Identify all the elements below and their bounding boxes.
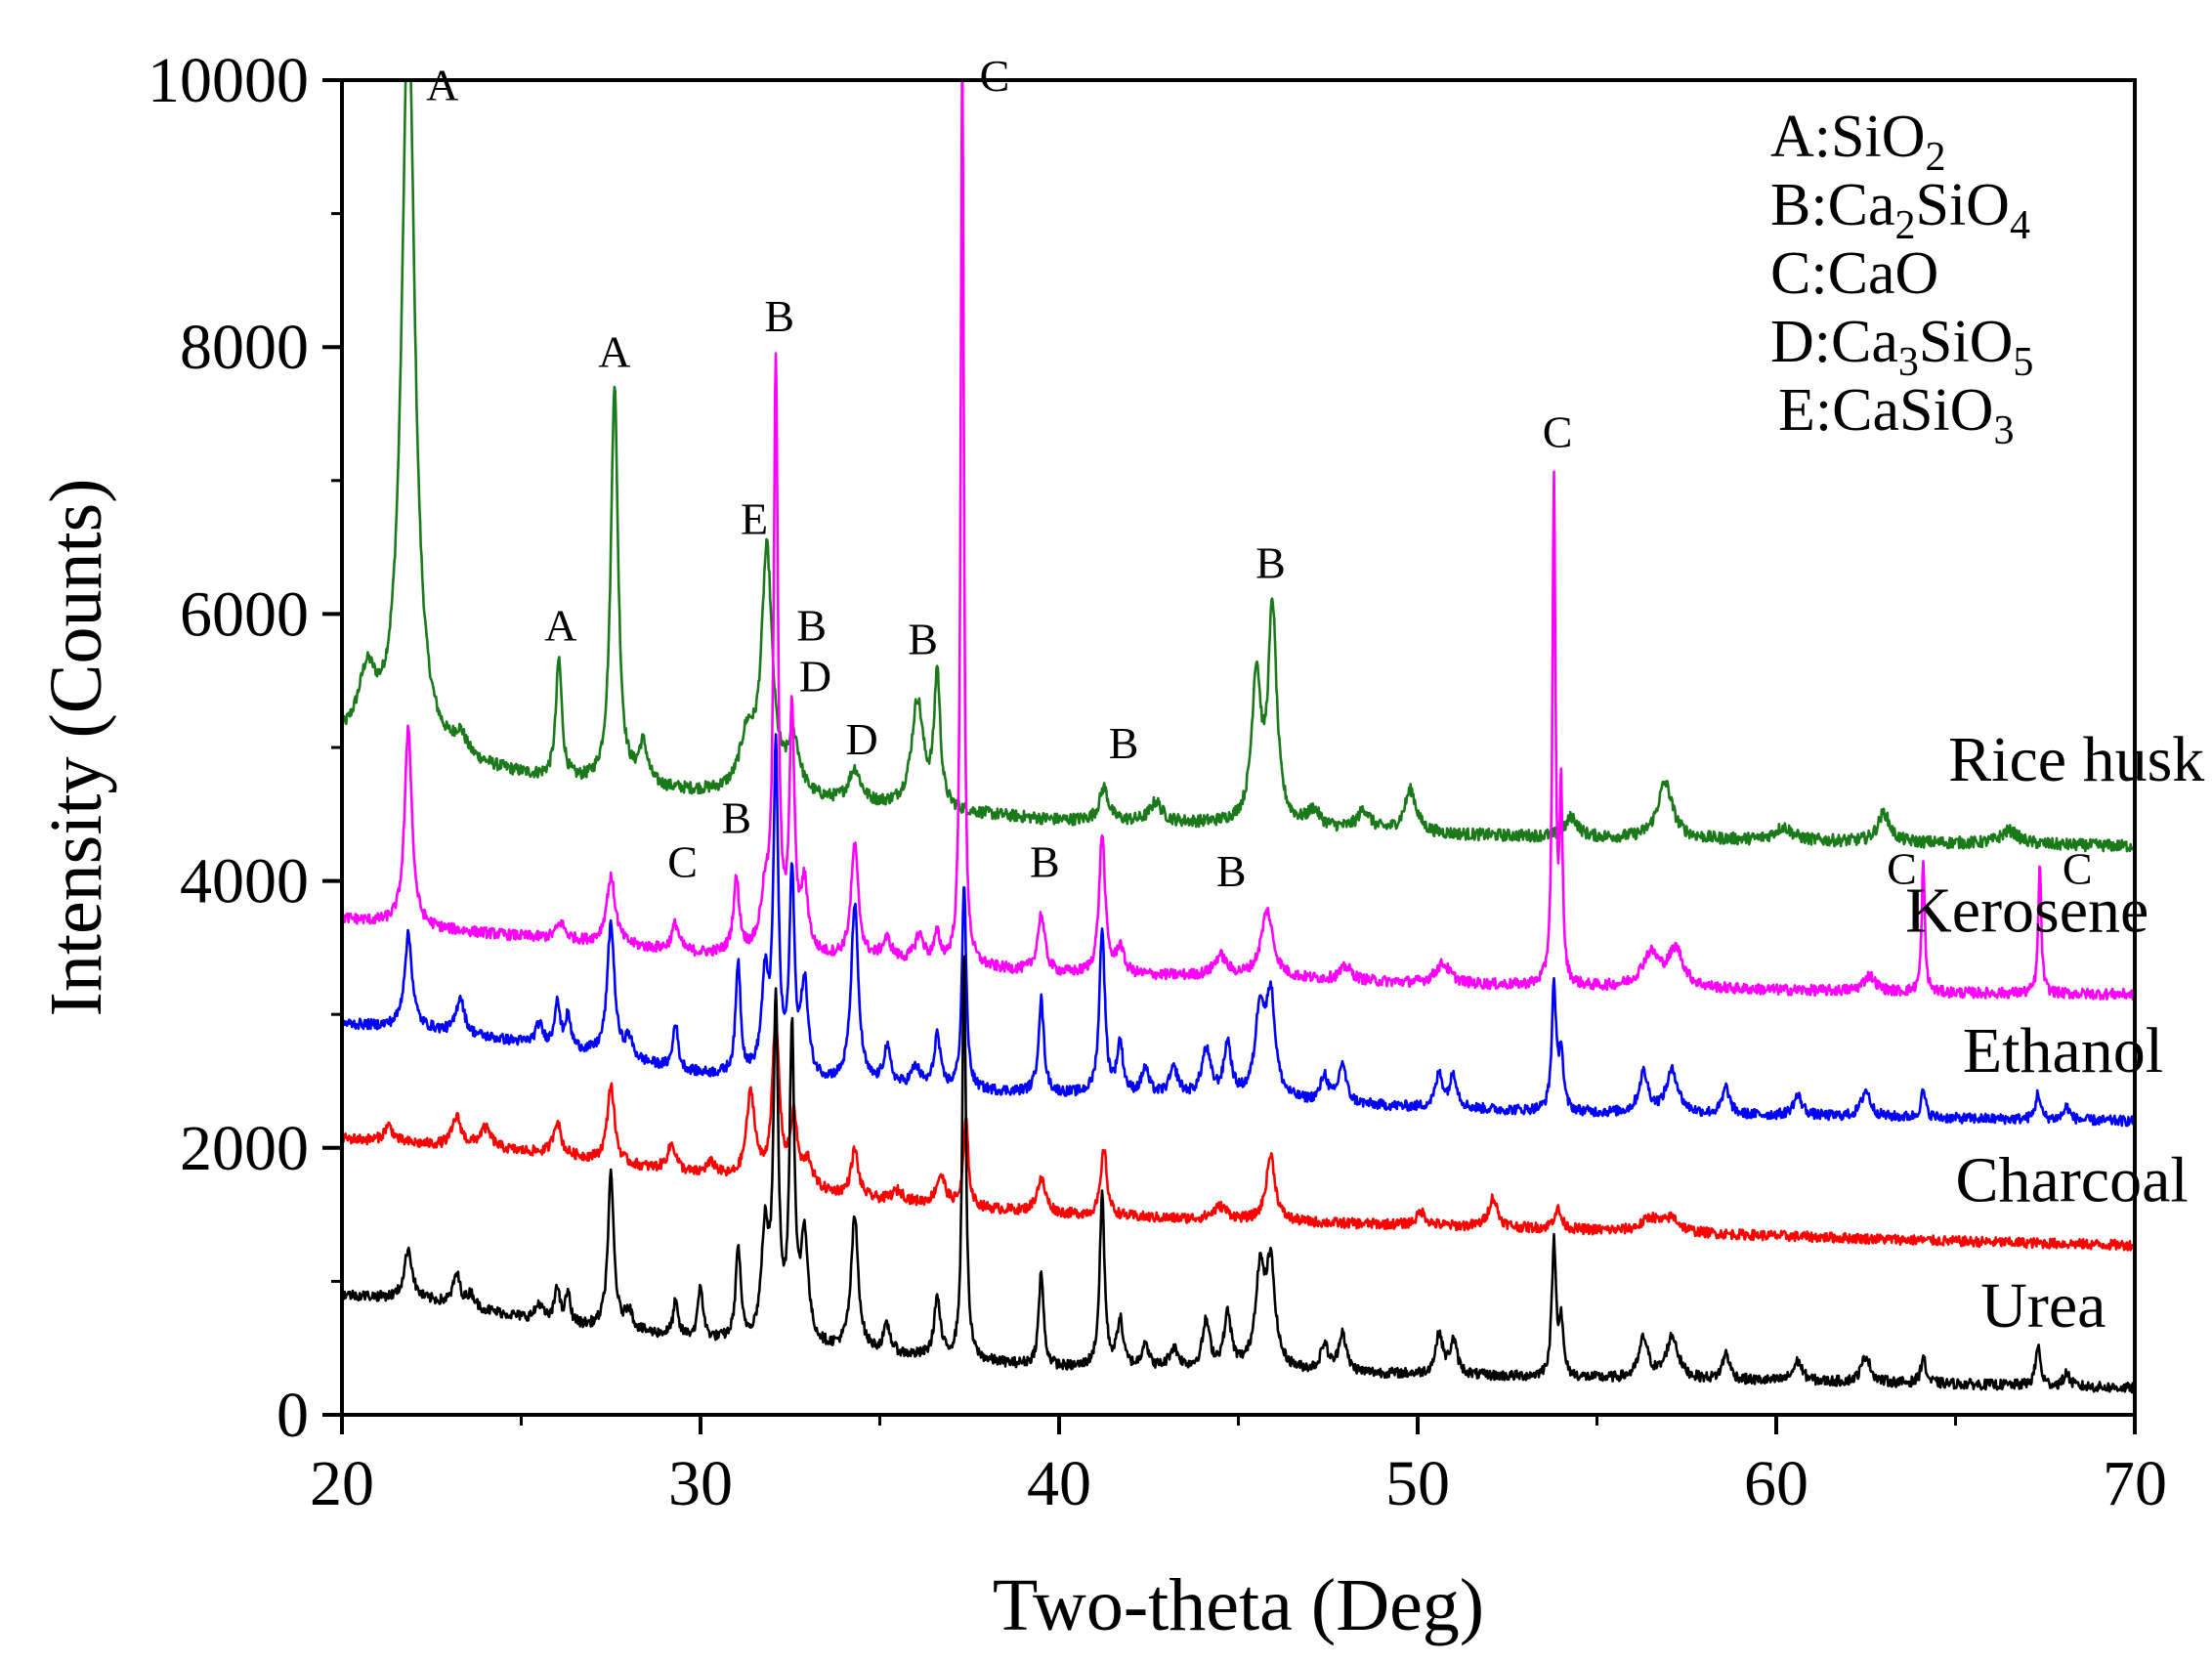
y-tick-label: 0: [276, 1380, 309, 1451]
legend-entry-d: D:Ca3SiO5: [1770, 309, 2033, 385]
y-axis-title: Intensity (Counts): [35, 479, 117, 1017]
peak-label: A: [426, 60, 458, 109]
series-line-kerosene: [342, 80, 2135, 1001]
series-line-ethanol: [342, 733, 2135, 1128]
legend-entry-b: B:Ca2SiO4: [1770, 172, 2030, 248]
legend-entry-a: A:SiO2: [1770, 104, 1946, 180]
series-label-layer: Rice husk Kerosene Ethanol Charcoal Urea: [1905, 724, 2204, 1342]
peak-label: C: [980, 51, 1010, 101]
x-tick-label: 20: [310, 1448, 374, 1519]
peak-label: B: [721, 792, 751, 842]
series-label-urea: Urea: [1980, 1270, 2106, 1342]
x-tick-label: 70: [2103, 1448, 2167, 1519]
tick-layer: 20 30 40 50 60 70 0 2000 4000 6000 8000 10000: [148, 45, 2167, 1519]
peak-label: C: [1887, 843, 1917, 893]
peak-label: B: [1216, 846, 1247, 896]
peak-label: D: [799, 652, 831, 702]
y-tick-label: 8000: [180, 312, 309, 383]
peak-label: B: [908, 614, 938, 663]
peak-label: B: [1255, 538, 1286, 588]
x-axis-title: Two-theta (Deg): [993, 1564, 1484, 1646]
x-tick-label: 60: [1744, 1448, 1808, 1519]
x-tick-label: 30: [668, 1448, 733, 1519]
y-tick-label: 2000: [180, 1113, 309, 1184]
y-tick-label: 6000: [180, 578, 309, 650]
series-layer: [342, 80, 2135, 1394]
peak-label: B: [1109, 718, 1139, 768]
legend-entry-c: C:CaO: [1770, 240, 1938, 307]
y-tick-label: 4000: [180, 846, 309, 917]
peak-label: E: [741, 493, 768, 543]
peak-label: C: [1543, 407, 1573, 457]
series-label-kerosene: Kerosene: [1905, 875, 2148, 947]
legend-entry-e: E:CaSiO3: [1778, 377, 2014, 453]
peak-label: A: [544, 601, 576, 651]
peak-label: D: [846, 714, 878, 764]
peak-label: B: [796, 601, 827, 651]
peak-label: B: [1030, 837, 1060, 887]
peak-label: B: [764, 291, 794, 341]
peak-label: C: [2063, 843, 2093, 893]
y-tick-label: 10000: [148, 45, 309, 116]
series-line-urea: [342, 955, 2135, 1394]
peak-label: A: [598, 327, 630, 377]
x-tick-label: 50: [1385, 1448, 1450, 1519]
series-label-ethanol: Ethanol: [1963, 1015, 2163, 1087]
series-line-charcoal: [342, 1013, 2135, 1252]
series-label-rice-husk: Rice husk: [1948, 724, 2204, 795]
x-tick-label: 40: [1027, 1448, 1091, 1519]
series-label-charcoal: Charcoal: [1956, 1144, 2189, 1215]
series-line-rice-husk: [342, 80, 2135, 853]
peak-label: C: [667, 837, 698, 887]
